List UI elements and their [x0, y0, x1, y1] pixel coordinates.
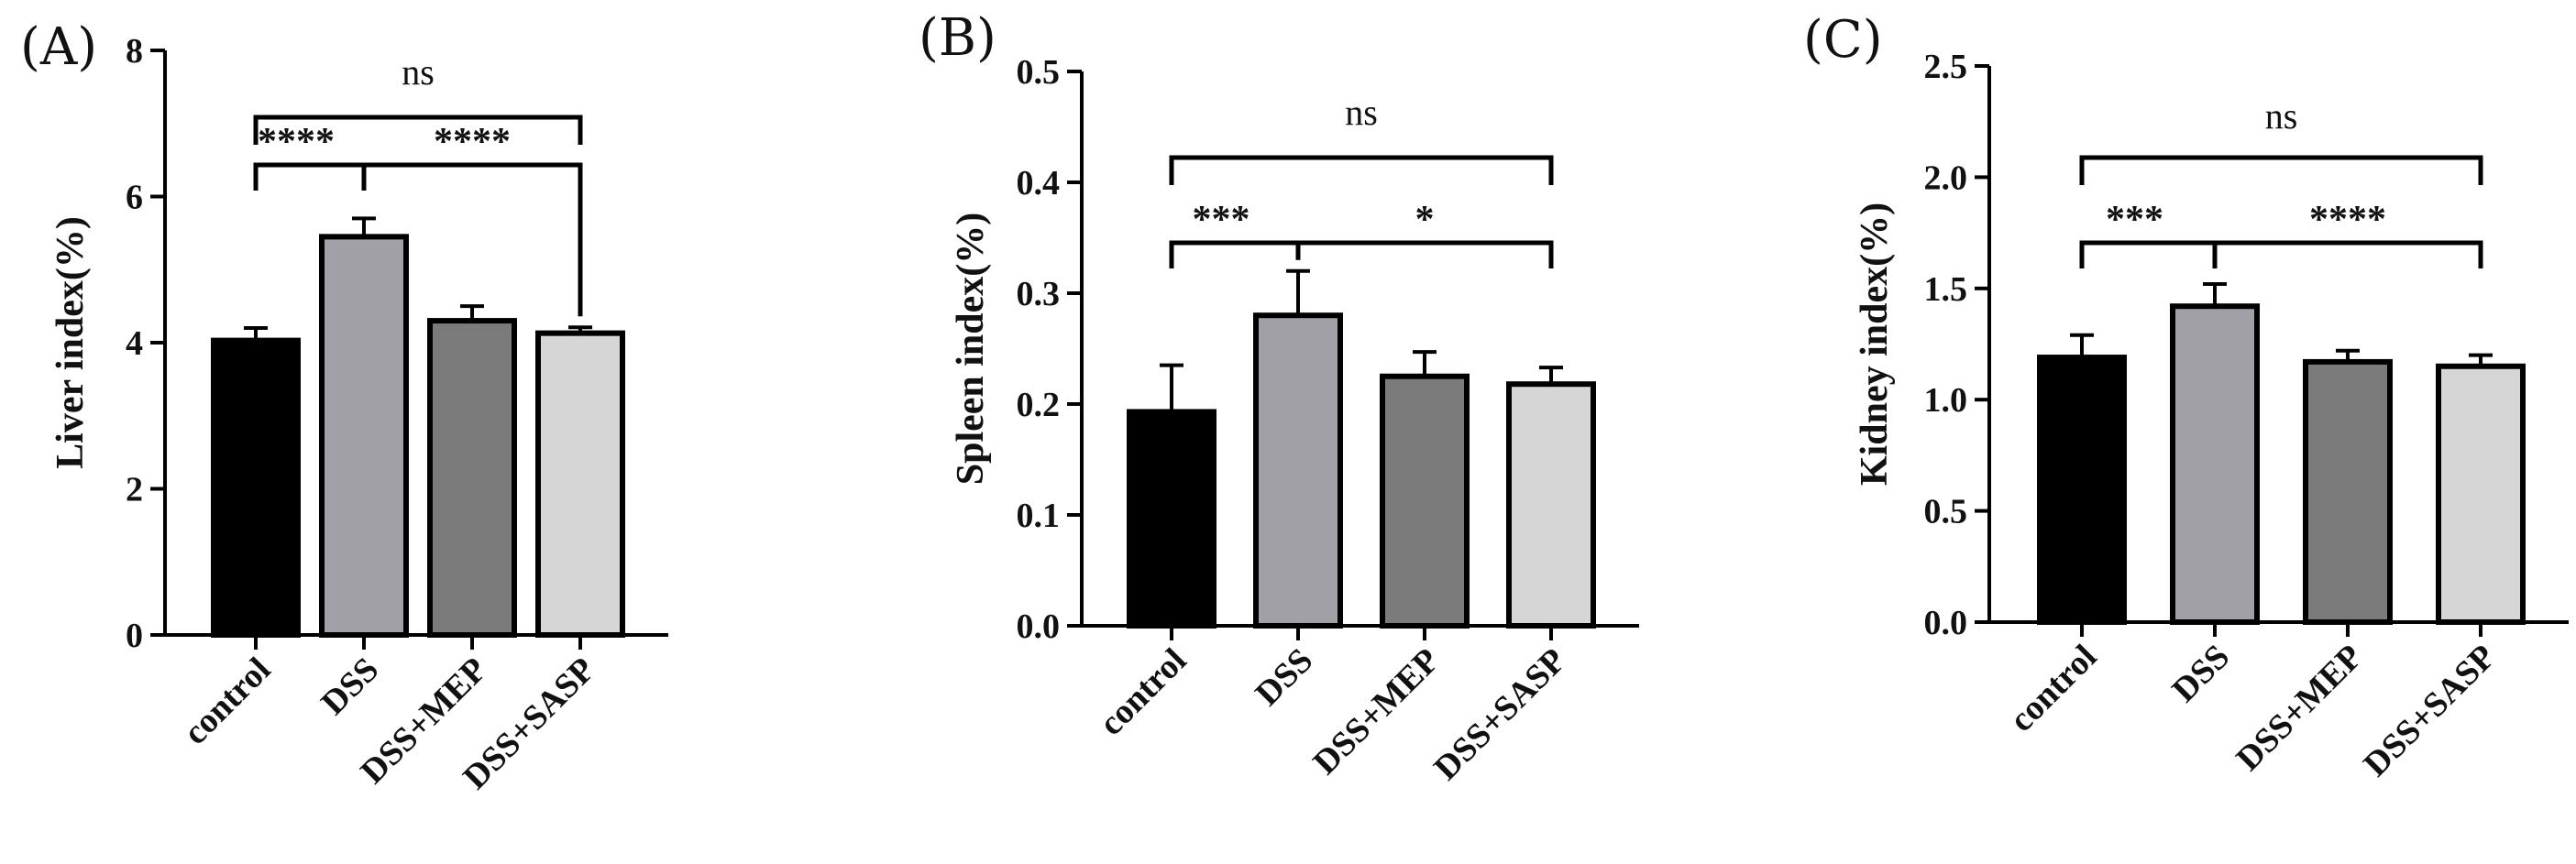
y-tick-label: 0 — [126, 617, 143, 655]
category-label: DSS — [2164, 638, 2237, 710]
y-tick-label: 1.5 — [1924, 270, 1968, 309]
y-axis-title: Kidney index(%) — [1854, 202, 1896, 486]
significance-label: *** — [2106, 199, 2163, 241]
bar-dss-sasp — [2436, 363, 2526, 625]
category-label: DSS+MEP — [2229, 638, 2370, 779]
significance-label: ns — [402, 51, 435, 93]
significance-bracket — [1169, 155, 1554, 185]
significance-bracket — [2079, 240, 2483, 268]
significance-bracket — [1169, 240, 1554, 268]
significance-bracket — [253, 162, 583, 317]
significance-label: **** — [2309, 199, 2386, 241]
significance-bracket — [2079, 155, 2483, 185]
bar-dss-sasp — [1506, 381, 1596, 629]
panel-label: (C) — [1803, 10, 1883, 70]
category-label: control — [176, 651, 278, 752]
y-tick-label: 0.4 — [1017, 164, 1061, 202]
category-label: DSS — [1248, 641, 1320, 714]
y-tick-label: 0.1 — [1017, 497, 1061, 535]
bar-dss-mep — [427, 318, 517, 638]
y-tick-label: 6 — [126, 179, 143, 217]
panel-label: (A) — [20, 17, 97, 77]
category-label: DSS+MEP — [1305, 641, 1447, 782]
y-tick-label: 8 — [126, 32, 143, 71]
y-tick-label: 0.3 — [1017, 275, 1061, 313]
panel-c: (C) 0.0 0.5 1.0 1.5 2.0 2.5 Kidney index(%) cont… — [1803, 10, 2569, 784]
y-tick-label: 1.0 — [1924, 381, 1968, 420]
bar-dss — [2170, 303, 2260, 625]
category-label: DSS — [314, 651, 386, 723]
bar-control — [1127, 409, 1216, 629]
significance-label: *** — [1193, 199, 1250, 241]
significance-label: ns — [1345, 92, 1378, 133]
y-tick-label: 0.0 — [1924, 604, 1968, 642]
category-label: control — [2002, 638, 2104, 739]
y-tick-label: 4 — [126, 324, 143, 363]
y-axis-title: Spleen index(%) — [950, 213, 992, 486]
significance-label: **** — [434, 121, 511, 163]
significance-label: * — [1415, 199, 1435, 241]
y-tick-label: 2.5 — [1924, 48, 1968, 86]
significance-label: **** — [258, 121, 335, 163]
significance-bracket — [253, 115, 583, 145]
significance-label: ns — [2265, 95, 2298, 137]
category-label: DSS+SASP — [2356, 638, 2503, 784]
y-tick-label: 0.2 — [1017, 386, 1061, 424]
bar-dss — [1253, 312, 1343, 629]
y-tick-label: 0.5 — [1924, 493, 1968, 531]
bar-control — [2037, 355, 2127, 625]
y-tick-label: 2.0 — [1924, 159, 1968, 197]
panel-b: (B) 0.0 0.1 0.2 0.3 0.4 0.5 Spleen index(%) cont… — [919, 8, 1639, 788]
y-tick-label: 0.5 — [1017, 53, 1061, 92]
bar-dss — [319, 234, 409, 638]
category-label: control — [1092, 641, 1194, 743]
category-label: DSS+SASP — [1426, 641, 1573, 788]
bar-dss-sasp — [535, 330, 625, 638]
panel-label: (B) — [919, 8, 996, 68]
y-tick-label: 2 — [126, 471, 143, 509]
y-axis-title: Liver index(%) — [50, 216, 92, 469]
bar-dss-mep — [1380, 373, 1470, 629]
y-tick-label: 0.0 — [1017, 607, 1061, 646]
bar-dss-mep — [2303, 358, 2393, 625]
bar-control — [211, 337, 301, 638]
